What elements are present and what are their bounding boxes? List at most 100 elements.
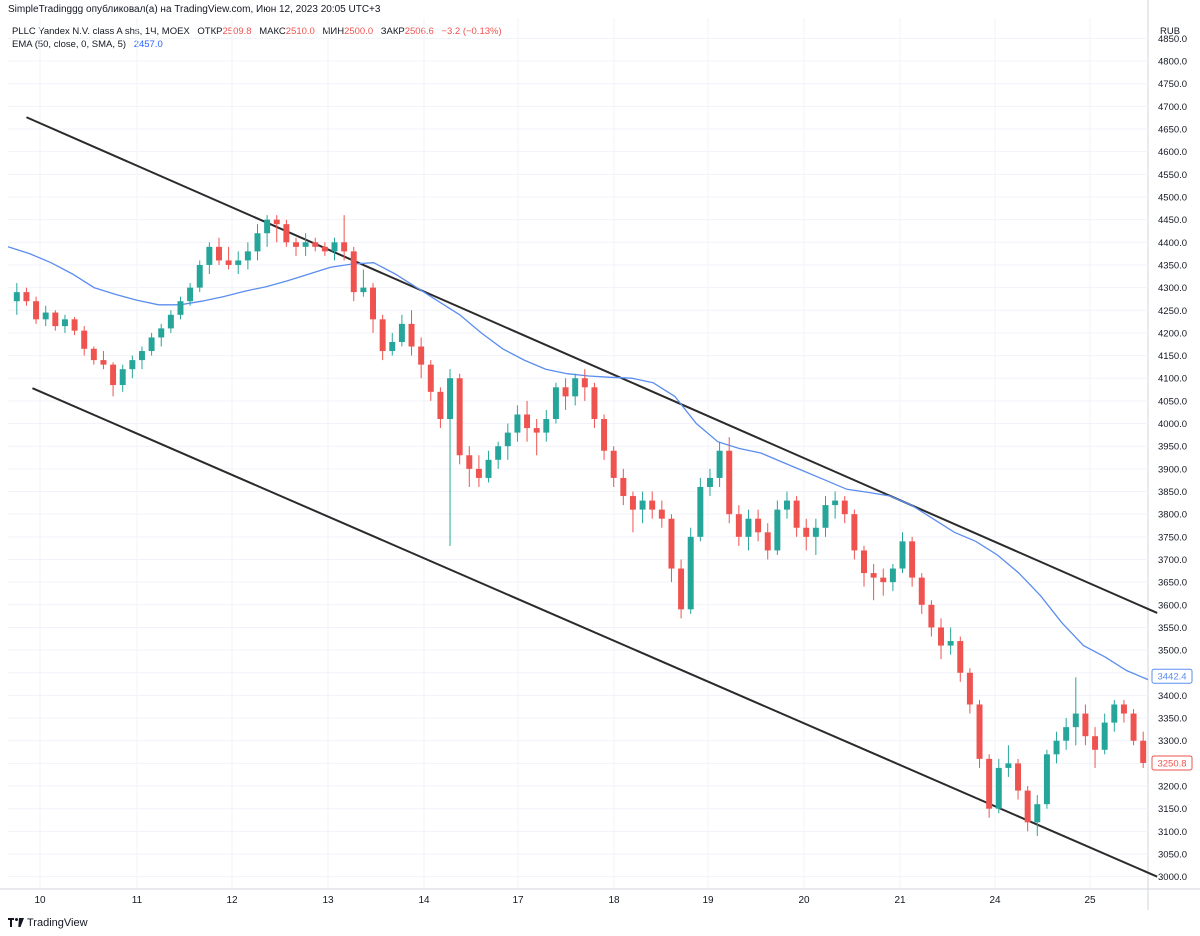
candle-body (918, 577, 925, 605)
price-tick-label: 3400.0 (1158, 691, 1187, 702)
candle-body (1140, 740, 1147, 763)
price-tick-label: 4000.0 (1158, 419, 1187, 430)
price-tick-label: 3850.0 (1158, 487, 1187, 498)
candle-body (658, 509, 665, 519)
candle-body (938, 627, 945, 646)
price-tick-label: 3050.0 (1158, 850, 1187, 861)
legend-ema-row: EMA (50, close, 0, SMA, 5) 2457.0 (12, 38, 502, 51)
candle-body (235, 260, 242, 265)
candle-body (976, 704, 983, 759)
candle-body (1120, 704, 1127, 714)
candle-body (110, 364, 117, 386)
candle-body (138, 351, 145, 361)
candle-body (215, 246, 222, 261)
candle-body (206, 246, 213, 265)
currency-label: RUB (1160, 26, 1181, 37)
candle-body (71, 319, 78, 331)
candle-body (649, 500, 656, 510)
time-tick-label: 24 (989, 895, 1001, 906)
time-tick-label: 18 (608, 895, 620, 906)
candle-body (668, 518, 675, 569)
candle-body (889, 568, 896, 583)
candle-body (370, 287, 377, 320)
price-tick-label: 4150.0 (1158, 351, 1187, 362)
last-price-label-bg (1151, 755, 1193, 771)
candle-body (177, 301, 184, 315)
time-tick-label: 14 (418, 895, 430, 906)
price-tick-label: 3550.0 (1158, 623, 1187, 634)
candle-body (514, 414, 521, 433)
time-tick-label: 12 (226, 895, 238, 906)
candle-body (456, 378, 463, 456)
time-tick-label: 25 (1084, 895, 1096, 906)
candle-body (543, 419, 550, 433)
candle-body (832, 500, 839, 506)
price-tick-label: 4850.0 (1158, 34, 1187, 45)
candle-body (495, 446, 502, 460)
candle-body (475, 468, 482, 478)
price-tick-label: 4100.0 (1158, 374, 1187, 385)
candle-body (745, 518, 752, 537)
time-axis[interactable]: 10 11 12 13 14 17 18 19 20 21 24 25 (34, 895, 1096, 906)
candle-body (957, 641, 964, 673)
tradingview-logo[interactable]: TradingView (8, 917, 88, 929)
price-axis[interactable]: 3000.03050.03100.03150.03200.03250.03300… (1151, 34, 1193, 883)
candle-body (331, 242, 338, 252)
candle-body (61, 319, 68, 327)
candle-body (764, 532, 771, 551)
candle-body (697, 486, 704, 537)
candle-body (716, 450, 723, 478)
candle-body (167, 314, 174, 329)
candle-body (466, 455, 473, 469)
candle-body (1092, 736, 1099, 750)
price-tick-label: 4300.0 (1158, 283, 1187, 294)
candle-body (1111, 704, 1118, 723)
candle-body (1072, 713, 1079, 728)
ema-price-label: 3442.4 (1157, 672, 1186, 683)
price-tick-label: 3600.0 (1158, 600, 1187, 611)
candle-body (100, 360, 107, 365)
candle-body (601, 419, 608, 451)
legend-ema-label: EMA (50, close, 0, SMA, 5) (12, 39, 127, 50)
legend-close-label: ЗАКР (380, 26, 405, 37)
candle-body (158, 328, 165, 338)
candle-body (13, 292, 20, 302)
candle-body (254, 233, 261, 252)
price-tick-label: 3300.0 (1158, 736, 1187, 747)
candle-body (1101, 722, 1108, 750)
time-tick-label: 17 (512, 895, 524, 906)
legend-high-label: МАКС (259, 26, 286, 37)
candle-body (148, 337, 155, 352)
candle-body (398, 323, 405, 342)
tradingview-logo-text: TradingView (27, 917, 88, 929)
price-tick-label: 4200.0 (1158, 328, 1187, 339)
price-tick-label: 3950.0 (1158, 442, 1187, 453)
candle-body (187, 287, 194, 302)
candle-body (1053, 740, 1060, 755)
candle-body (504, 432, 511, 447)
candle-body (726, 450, 733, 515)
price-tick-label: 4600.0 (1158, 147, 1187, 158)
candle-body (639, 500, 646, 510)
price-tick-label: 4400.0 (1158, 238, 1187, 249)
price-tick-label: 3150.0 (1158, 804, 1187, 815)
candle-body (1082, 713, 1089, 737)
candle-body (735, 514, 742, 537)
candle-body (620, 477, 627, 497)
candle-body (273, 219, 280, 225)
candle-body (293, 242, 299, 247)
candle-body (33, 301, 40, 320)
legend-low-value: 2500.0 (344, 26, 374, 37)
legend-open-label: ОТКР (197, 26, 223, 37)
price-tick-label: 4750.0 (1158, 79, 1187, 90)
legend-high-value: 2510.0 (285, 26, 315, 37)
time-tick-label: 19 (702, 895, 714, 906)
candle-body (783, 500, 790, 510)
candle-body (42, 312, 49, 320)
candle-body (986, 758, 993, 809)
candle-body (755, 518, 762, 533)
price-tick-label: 4450.0 (1158, 215, 1187, 226)
ema-line (7, 246, 1149, 681)
candle-body (119, 369, 126, 386)
